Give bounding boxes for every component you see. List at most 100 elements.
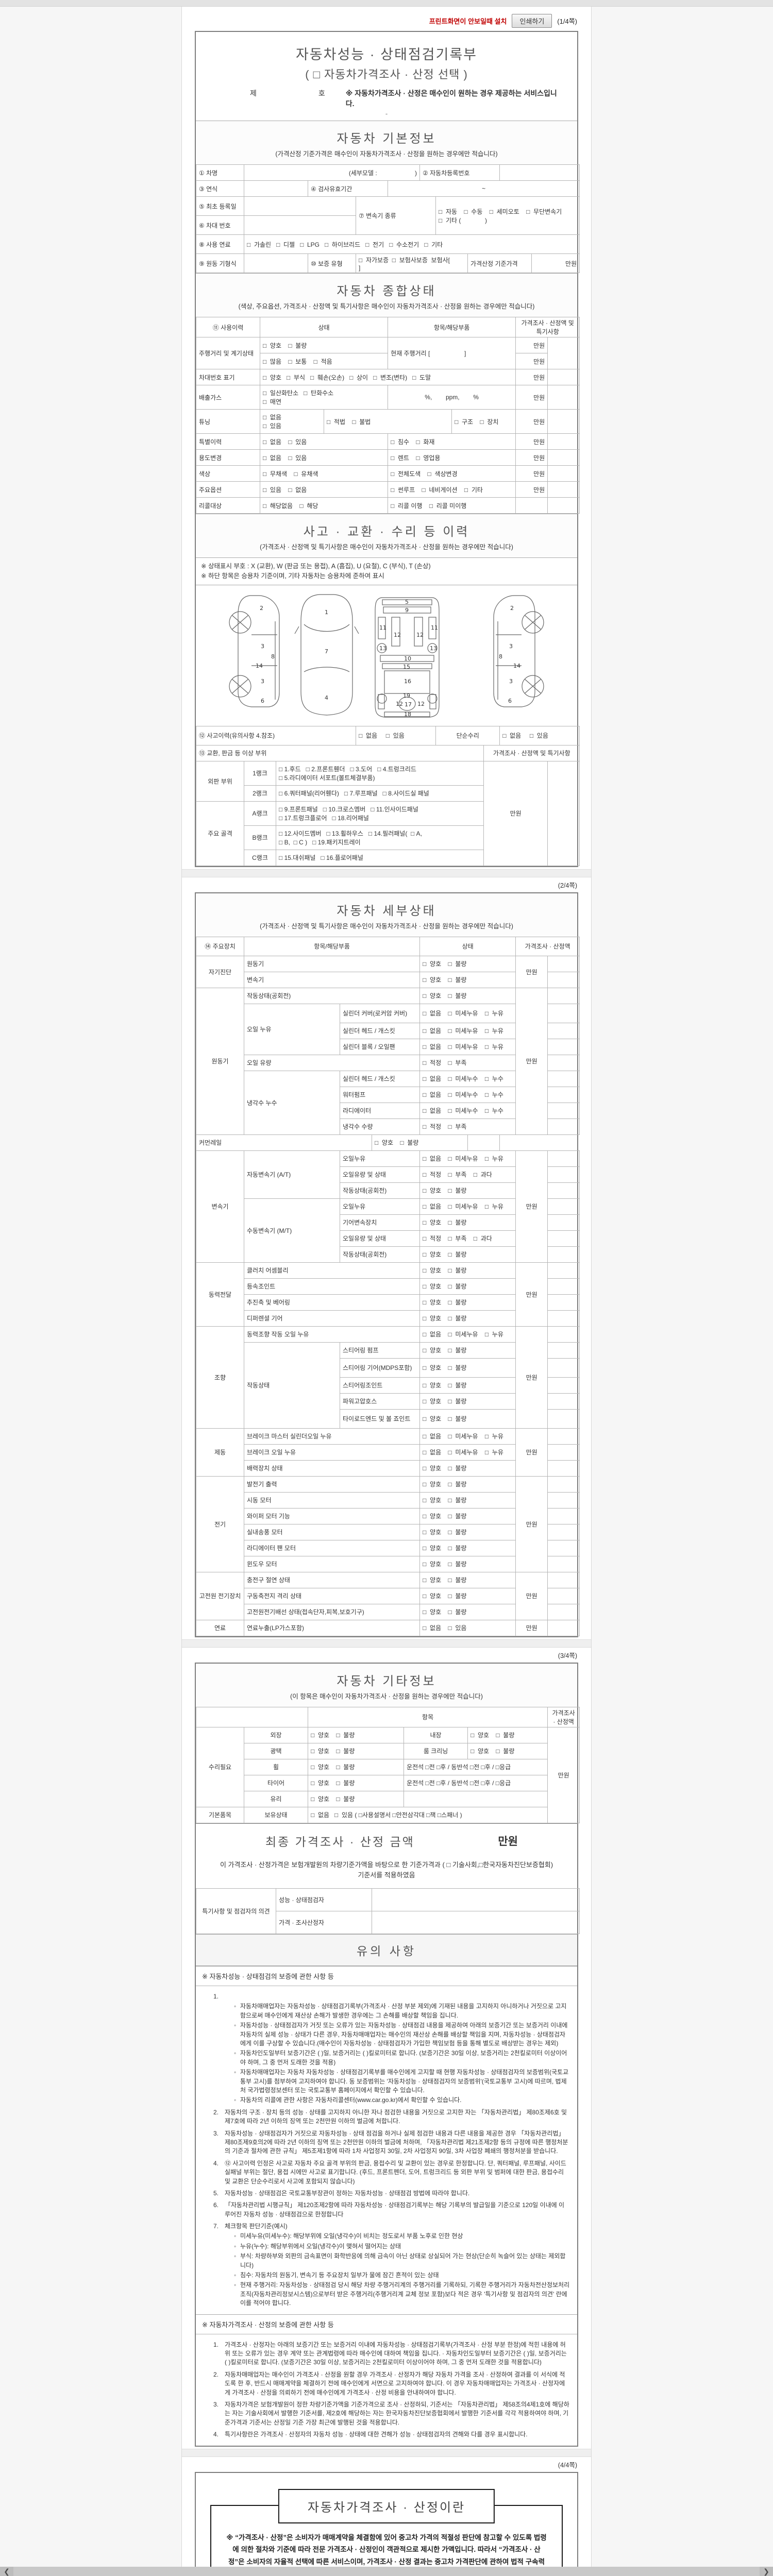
emission-values[interactable]: %, ppm, % — [388, 385, 516, 410]
input-area[interactable] — [499, 164, 580, 181]
input-area[interactable] — [547, 971, 580, 988]
input-area[interactable] — [547, 1476, 580, 1493]
price-unit[interactable]: 만원 — [515, 433, 548, 450]
checkbox-group-panels[interactable]: □ 1.후드 □ 2.프론트휀더 □ 3.도어 □ 4.트렁크리드 □ 5.라디… — [275, 760, 484, 786]
checkbox-group[interactable]: □ 양호 □ 불량 — [419, 1310, 516, 1327]
price-unit[interactable]: 만원 — [515, 955, 548, 988]
checkbox-group[interactable]: □ 양호 □ 불량 — [308, 1774, 405, 1791]
checkbox-group[interactable]: □ 양호 □ 불량 — [259, 337, 389, 353]
input-area[interactable] — [547, 1086, 580, 1103]
checkbox-group[interactable]: □ 리콜 이행 □ 리콜 미이행 — [388, 497, 516, 514]
input-area[interactable] — [547, 987, 580, 1004]
input-area[interactable] — [244, 215, 357, 235]
input-area[interactable] — [467, 1134, 500, 1151]
price-unit[interactable]: 만원 — [515, 369, 548, 385]
car-name-input[interactable]: (세부모델 : ) — [244, 164, 421, 181]
price-unit[interactable]: 만원 — [515, 409, 548, 434]
checkbox-group[interactable]: □ 양호 □ 불량 — [419, 1358, 516, 1378]
checkbox-group[interactable]: □ 양호 □ 불량 — [308, 1790, 405, 1807]
input-area[interactable] — [547, 1555, 580, 1572]
checkbox-group-fuel[interactable]: □ 가솔린 □ 디젤 □ LPG □ 하이브리드 □ 전기 □ 수소전기 □ 기… — [244, 234, 580, 254]
checkbox-group-items[interactable]: □ 없음 □ 있음 ( □사용설명서 □안전삼각대 □잭 □스패너 ) — [308, 1806, 548, 1823]
input-area[interactable] — [547, 1070, 580, 1087]
input-area[interactable] — [547, 433, 580, 450]
checkbox-group-frame[interactable]: □ 15.대쉬패널 □ 16.플로어패널 — [275, 849, 484, 866]
checkbox-group[interactable]: □ 없음 □ 미세누유 □ 누유 — [419, 1444, 516, 1461]
input-area[interactable] — [547, 1492, 580, 1509]
input-area[interactable] — [372, 1888, 580, 1912]
checkbox-group[interactable]: □ 없음 □ 미세누유 □ 누유 — [419, 1038, 516, 1055]
price-unit[interactable]: 만원 — [515, 1428, 548, 1477]
input-area[interactable] — [547, 1022, 580, 1039]
checkbox-group[interactable]: □ 양호 □ 불량 — [419, 1182, 516, 1199]
input-area[interactable] — [547, 1507, 580, 1524]
checkbox-group[interactable]: □ 양호 □ 불량 — [419, 955, 516, 972]
checkbox-group[interactable]: □ 없음 □ 있음 — [259, 449, 389, 466]
checkbox-group[interactable]: □ 없음 □ 있음 — [259, 433, 389, 450]
input-area[interactable] — [547, 1393, 580, 1410]
input-area[interactable] — [547, 497, 580, 514]
checkbox-group[interactable]: □ 많음 □ 보통 □ 적음 — [259, 353, 389, 369]
final-price-unit[interactable]: 만원 — [498, 1835, 518, 1848]
checkbox-group[interactable]: □ 양호 □ 불량 — [419, 1492, 516, 1509]
input-area[interactable] — [547, 1166, 580, 1183]
print-install-notice[interactable]: 프린트화면이 안보일때 설치 — [429, 18, 507, 25]
input-area[interactable] — [547, 1326, 580, 1343]
checkbox-group[interactable]: □ 양호 □ 불량 — [467, 1726, 548, 1743]
input-area[interactable] — [547, 1214, 580, 1231]
price-unit[interactable]: 만원 — [515, 337, 548, 353]
checkbox-group[interactable]: □ 없음 □ 미세누유 □ 누유 — [419, 1022, 516, 1039]
checkbox-group[interactable]: □ 양호 □ 불량 — [419, 1214, 516, 1231]
price-unit[interactable]: 만원 — [531, 253, 580, 273]
input-area[interactable] — [515, 497, 548, 514]
input-area[interactable] — [547, 1539, 580, 1556]
checkbox-group[interactable]: □ 양호 □ 불량 — [419, 1393, 516, 1410]
input-area[interactable] — [547, 955, 580, 972]
checkbox-group[interactable]: □ 없음 □ 있음 — [499, 725, 580, 745]
input-area[interactable] — [547, 1294, 580, 1311]
validity-range[interactable]: ~ — [388, 180, 580, 197]
checkbox-group[interactable]: □ 양호 □ 불량 — [308, 1758, 405, 1775]
checkbox-group-position[interactable]: 운전석 □전 □후 / 동반석 □전 □후 / □응급 — [404, 1758, 548, 1775]
final-price-note[interactable]: 이 가격조사 · 산정가격은 보험개발원의 차량기준가액을 바탕으로 한 기준가… — [220, 1860, 553, 1879]
checkbox-group[interactable]: □ 무채색 □ 유채색 — [259, 465, 389, 482]
checkbox-group-transmission[interactable]: □ 자동 □ 수동 □ 세미오토 □ 무단변속기 □ 기타 ( ) — [435, 196, 580, 235]
checkbox-group[interactable]: □ 양호 □ 불량 — [419, 1377, 516, 1394]
checkbox-group[interactable]: □ 양호 □ 불량 — [419, 1460, 516, 1477]
checkbox-group[interactable]: □ 양호 □ 불량 — [371, 1134, 468, 1151]
input-area[interactable] — [547, 385, 580, 410]
checkbox-group[interactable]: □ 적정 □ 부족 □ 과다 — [419, 1166, 516, 1183]
price-unit[interactable]: 만원 — [515, 481, 548, 498]
price-unit[interactable]: 만원 — [515, 1326, 548, 1429]
checkbox-group[interactable]: □ 양호 □ 불량 — [419, 1342, 516, 1359]
checkbox-group[interactable]: □ 없음 □ 미세누수 □ 누수 — [419, 1102, 516, 1119]
input-area[interactable] — [547, 1038, 580, 1055]
input-area[interactable] — [547, 1198, 580, 1215]
price-unit[interactable]: 만원 — [483, 760, 548, 866]
checkbox-group[interactable]: □ 없음 □ 있음 — [260, 409, 324, 434]
checkbox-group[interactable]: □ 없음 □ 있음 — [419, 1619, 516, 1636]
checkbox-group[interactable]: □ 양호 □ 불량 — [419, 1555, 516, 1572]
input-area[interactable] — [244, 253, 309, 273]
mileage-input[interactable]: 현재 주행거리 [ ] — [388, 337, 516, 369]
checkbox-group[interactable]: □ 양호 □ 부식 □ 훼손(오손) □ 상이 □ 변조(변타) □ 도말 — [259, 369, 516, 385]
input-area[interactable] — [547, 449, 580, 466]
input-area[interactable] — [547, 1358, 580, 1378]
checkbox-group[interactable]: □ 적정 □ 부족 □ 과다 — [419, 1230, 516, 1247]
checkbox-group[interactable]: □ 양호 □ 불량 — [419, 971, 516, 988]
input-area[interactable] — [244, 180, 309, 197]
checkbox-group[interactable]: □ 썬루프 □ 네비게이션 □ 기타 — [388, 481, 516, 498]
checkbox-group[interactable]: □ 양호 □ 불량 — [308, 1726, 405, 1743]
checkbox-group[interactable]: □ 구조 □ 장치 — [451, 409, 516, 434]
input-area[interactable] — [244, 196, 357, 216]
price-unit[interactable]: 만원 — [515, 385, 548, 410]
checkbox-group[interactable]: □ 없음 □ 미세누유 □ 누유 — [419, 1150, 516, 1167]
checkbox-group[interactable]: □ 양호 □ 불량 — [308, 1742, 405, 1759]
input-area[interactable] — [547, 1587, 580, 1604]
input-area[interactable] — [372, 1911, 580, 1935]
input-area[interactable] — [547, 1278, 580, 1295]
checkbox-group[interactable]: □ 해당없음 □ 해당 — [259, 497, 389, 514]
checkbox-group[interactable]: □ 양호 □ 불량 — [419, 1507, 516, 1524]
input-area[interactable] — [547, 369, 580, 385]
input-area[interactable] — [547, 465, 580, 482]
